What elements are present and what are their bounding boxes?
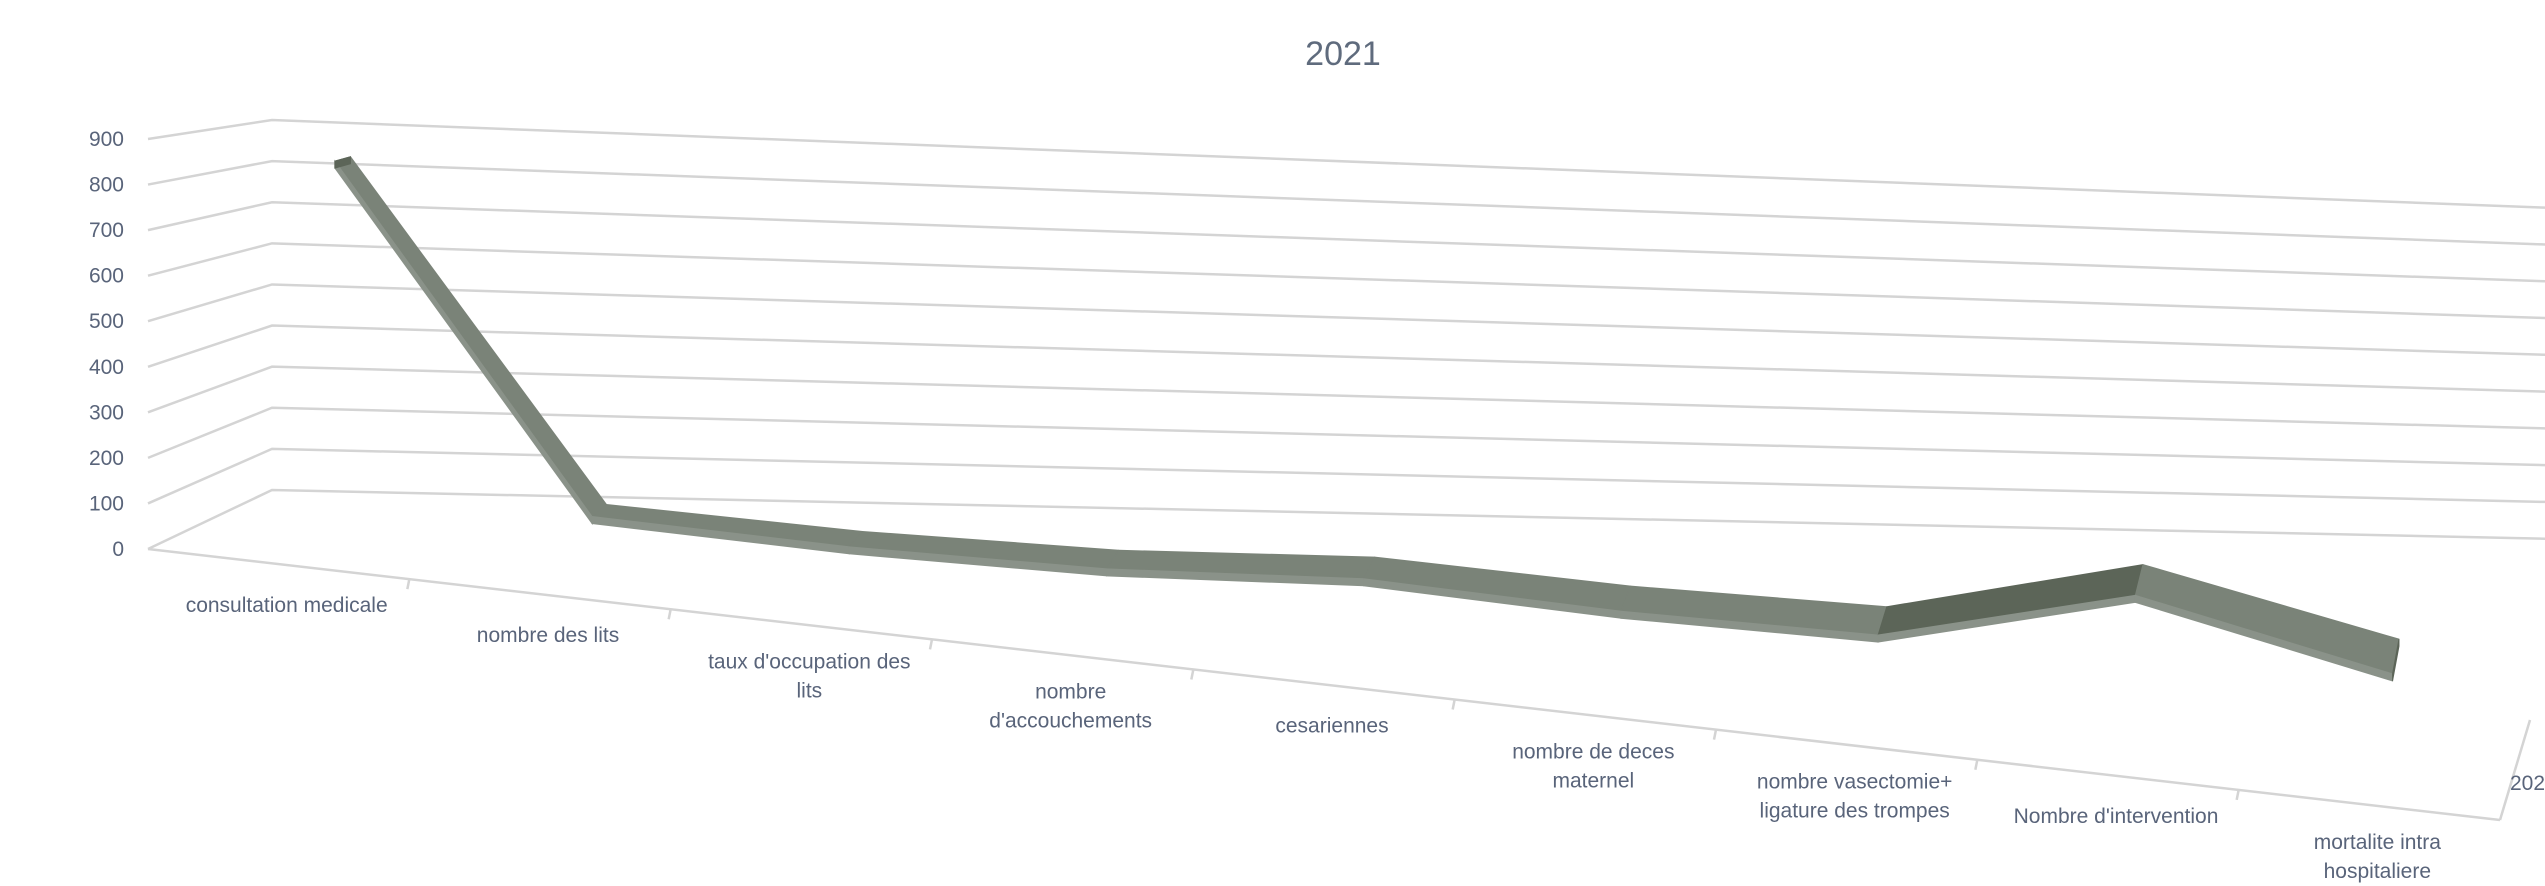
y-tick-label: 600 xyxy=(89,265,124,288)
category-label: Nombre d'intervention xyxy=(2014,805,2219,828)
category-tick xyxy=(2235,789,2240,801)
line-segment-side xyxy=(334,159,593,526)
category-tick xyxy=(1974,759,1979,771)
gridlines xyxy=(147,118,2545,551)
category-label: cesariennes xyxy=(1275,715,1388,738)
category-axis-line xyxy=(147,547,2501,822)
category-label: consultation medicale xyxy=(186,594,388,617)
y-tick-label: 400 xyxy=(89,356,124,379)
y-tick-label: 100 xyxy=(89,492,124,515)
gridline xyxy=(147,200,2545,283)
y-tick-label: 900 xyxy=(89,128,124,151)
category-tick xyxy=(1190,669,1195,680)
category-tick xyxy=(667,608,672,620)
gridline xyxy=(147,406,2545,467)
category-label: taux d'occupation des lits xyxy=(708,650,910,702)
series-axis-label: 2021 xyxy=(2510,772,2545,795)
category-label: nombre de deces maternel xyxy=(1512,741,1674,793)
chart-title: 2021 xyxy=(1305,35,1381,73)
axes xyxy=(147,547,2532,822)
data-series xyxy=(334,156,2400,682)
line-segment xyxy=(334,156,607,518)
category-tick xyxy=(928,639,934,650)
gridline xyxy=(147,488,2545,551)
gridline xyxy=(147,118,2545,209)
labels: 0 100 200 300 400 500 600 700 800 900 consultation… xyxy=(89,128,2545,883)
category-tick xyxy=(1712,729,1718,740)
y-tick-label: 300 xyxy=(89,401,124,424)
category-tick xyxy=(406,578,411,590)
category-label: mortalite intra hospitaliere xyxy=(2314,831,2442,883)
y-tick-label: 800 xyxy=(89,174,124,197)
depth-axis-line xyxy=(2498,719,2532,821)
gridline xyxy=(147,283,2545,357)
line-segment xyxy=(2134,564,2400,675)
category-tick xyxy=(1451,699,1456,710)
gridline xyxy=(147,365,2545,430)
gridline xyxy=(147,447,2545,505)
y-tick-label: 200 xyxy=(89,447,124,470)
line-end-cap xyxy=(334,156,351,169)
gridline xyxy=(147,159,2545,246)
category-label: nombre des lits xyxy=(477,624,619,647)
line-end-cap xyxy=(2392,639,2400,681)
gridline xyxy=(147,242,2545,320)
gridline xyxy=(147,324,2545,393)
category-label: nombre d'accouchements xyxy=(989,680,1152,732)
y-tick-label: 700 xyxy=(89,219,124,242)
y-tick-label: 0 xyxy=(112,538,124,561)
y-tick-label: 500 xyxy=(89,310,124,333)
category-label: nombre vasectomie+ ligature des trompes xyxy=(1757,771,1953,823)
